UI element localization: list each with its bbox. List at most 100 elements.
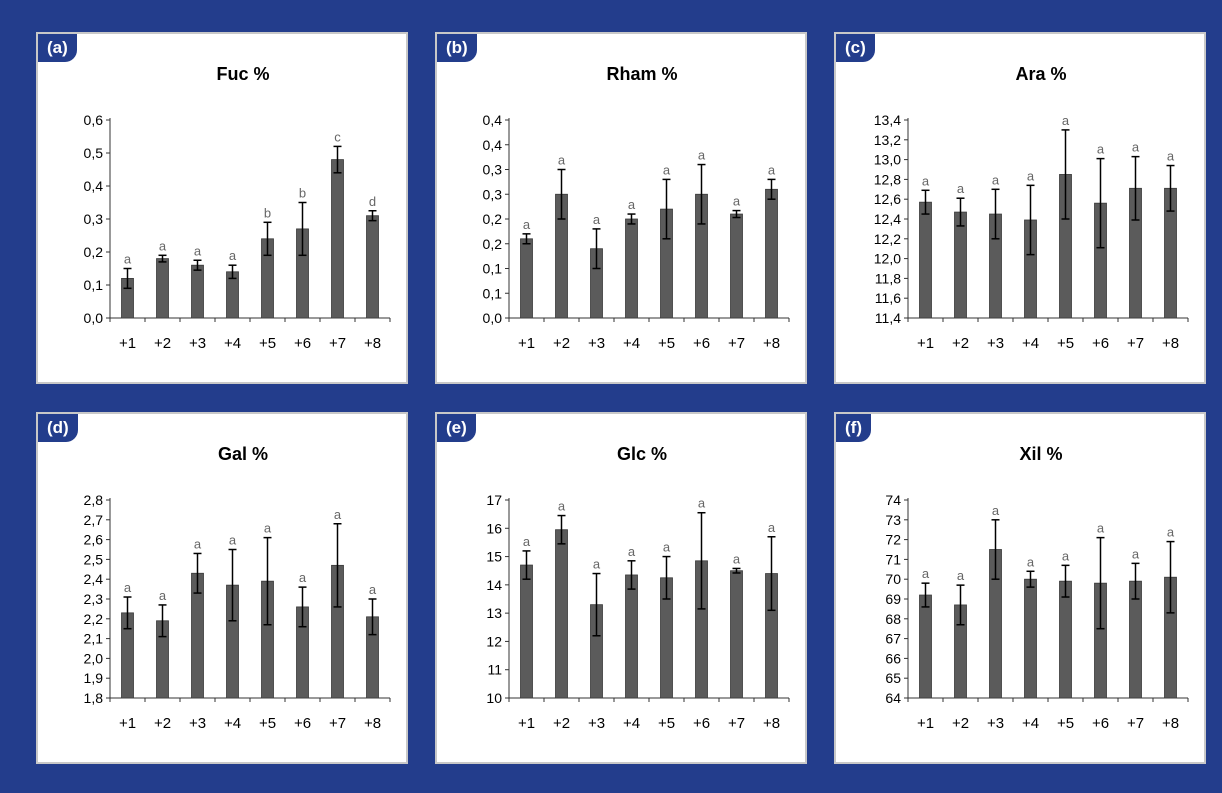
y-tick-label: 67 <box>885 631 901 647</box>
significance-letter: b <box>264 205 271 220</box>
x-tick-label: +8 <box>763 335 780 352</box>
x-tick-label: +4 <box>1022 715 1039 732</box>
panel-tag: (f) <box>836 414 871 442</box>
x-tick-label: +5 <box>1057 715 1074 732</box>
chart-panel-e: (e) Glc % 10 11 12 13 14 15 16 17 a +1 a +2 a +3 a +4 a +5… <box>435 412 807 764</box>
x-tick-label: +2 <box>952 715 969 732</box>
y-tick-label: 1,9 <box>84 670 104 686</box>
y-tick-label: 2,6 <box>84 532 104 548</box>
significance-letter: a <box>523 534 531 549</box>
bar <box>520 238 533 319</box>
significance-letter: a <box>523 217 531 232</box>
bar <box>520 564 533 699</box>
y-tick-label: 0,2 <box>483 236 503 252</box>
panel-tag: (b) <box>437 34 477 62</box>
y-tick-label: 0,4 <box>483 112 503 128</box>
bar <box>1059 580 1072 699</box>
chart-panel-a: (a) Fuc % 0,0 0,1 0,2 0,3 0,4 0,5 0,6 a +1 a +2 a +3 a… <box>36 32 408 384</box>
y-tick-label: 15 <box>486 549 502 565</box>
y-tick-label: 2,4 <box>84 571 104 587</box>
x-tick-label: +4 <box>623 335 640 352</box>
significance-letter: a <box>663 162 671 177</box>
bar <box>331 159 344 319</box>
chart-c-svg: Ara % 11,4 11,6 11,8 12,0 12,2 12,4 12,6 12,8 13,… <box>874 64 1189 352</box>
x-tick-label: +3 <box>987 715 1004 732</box>
significance-letter: a <box>1167 149 1175 164</box>
y-tick-label: 73 <box>885 512 901 528</box>
chart-panel-f: (f) Xil % 64 65 66 67 68 69 70 71 72 73 74 a +1 a +2 a +3… <box>834 412 1206 764</box>
significance-letter: a <box>992 503 1000 518</box>
x-tick-label: +4 <box>224 715 241 732</box>
y-tick-label: 12,6 <box>874 191 901 207</box>
significance-letter: a <box>733 194 741 209</box>
panel-tag: (c) <box>836 34 875 62</box>
y-tick-label: 0,2 <box>84 244 104 260</box>
chart-e-svg: Glc % 10 11 12 13 14 15 16 17 a +1 a +2 a +3 a +4 a +5 a +6 a… <box>486 444 790 732</box>
y-tick-label: 1,8 <box>84 690 104 706</box>
significance-letter: a <box>194 536 202 551</box>
chart-b-svg: Rham % 0,0 0,1 0,1 0,2 0,2 0,3 0,3 0,4 0,4 a +1 a +2 a… <box>483 64 790 352</box>
x-tick-label: +4 <box>623 715 640 732</box>
y-tick-label: 14 <box>486 577 502 593</box>
y-tick-label: 0,4 <box>483 137 503 153</box>
chart-a-svg: Fuc % 0,0 0,1 0,2 0,3 0,4 0,5 0,6 a +1 a +2 a +3 a +4 b +… <box>84 64 391 352</box>
y-tick-label: 0,3 <box>483 162 503 178</box>
significance-letter: a <box>1167 525 1175 540</box>
y-tick-label: 2,0 <box>84 650 104 666</box>
significance-letter: a <box>1097 142 1105 157</box>
x-tick-label: +7 <box>329 715 346 732</box>
y-tick-label: 0,6 <box>84 112 104 128</box>
x-tick-label: +7 <box>329 335 346 352</box>
x-tick-label: +8 <box>364 715 381 732</box>
y-tick-label: 12,4 <box>874 211 901 227</box>
significance-letter: a <box>159 588 167 603</box>
significance-letter: a <box>663 540 671 555</box>
x-tick-label: +5 <box>259 715 276 732</box>
y-tick-label: 0,2 <box>483 211 503 227</box>
chart-title: Rham % <box>606 64 677 84</box>
significance-letter: a <box>1132 140 1140 155</box>
x-tick-label: +3 <box>987 335 1004 352</box>
y-tick-label: 2,2 <box>84 611 104 627</box>
y-tick-label: 16 <box>486 520 502 536</box>
x-tick-label: +6 <box>693 715 710 732</box>
bar <box>156 258 169 319</box>
y-tick-label: 11,4 <box>875 310 901 326</box>
significance-letter: a <box>733 551 741 566</box>
y-tick-label: 12,2 <box>874 231 901 247</box>
chart-panel-c: (c) Ara % 11,4 11,6 11,8 12,0 12,2 12,4 12,6 12,… <box>834 32 1206 384</box>
x-tick-label: +4 <box>1022 335 1039 352</box>
significance-letter: a <box>334 507 342 522</box>
chart-title: Fuc % <box>216 64 269 84</box>
y-tick-label: 0,1 <box>84 277 104 293</box>
y-tick-label: 65 <box>885 670 901 686</box>
significance-letter: a <box>992 172 1000 187</box>
significance-letter: a <box>1062 113 1070 128</box>
significance-letter: a <box>159 238 167 253</box>
y-tick-label: 72 <box>885 532 901 548</box>
bar <box>730 213 743 319</box>
significance-letter: a <box>628 197 636 212</box>
chart-d-svg: Gal % 1,8 1,9 2,0 2,1 2,2 2,3 2,4 2,5 2,6 2,7 2,8 a +… <box>84 444 391 732</box>
x-tick-label: +2 <box>154 335 171 352</box>
bar <box>954 211 967 319</box>
x-tick-label: +1 <box>518 715 535 732</box>
x-tick-label: +8 <box>364 335 381 352</box>
x-tick-label: +3 <box>189 715 206 732</box>
x-tick-label: +6 <box>294 715 311 732</box>
significance-letter: a <box>768 520 776 535</box>
significance-letter: c <box>334 129 341 144</box>
x-tick-label: +8 <box>1162 715 1179 732</box>
x-tick-label: +2 <box>154 715 171 732</box>
significance-letter: a <box>957 181 965 196</box>
significance-letter: a <box>698 148 706 163</box>
y-tick-label: 13 <box>486 605 502 621</box>
y-tick-label: 64 <box>885 690 901 706</box>
bar <box>366 215 379 319</box>
bar <box>765 188 778 319</box>
significance-letter: a <box>628 544 636 559</box>
significance-letter: a <box>229 248 237 263</box>
y-tick-label: 2,7 <box>84 512 104 528</box>
x-tick-label: +6 <box>693 335 710 352</box>
significance-letter: a <box>229 533 237 548</box>
